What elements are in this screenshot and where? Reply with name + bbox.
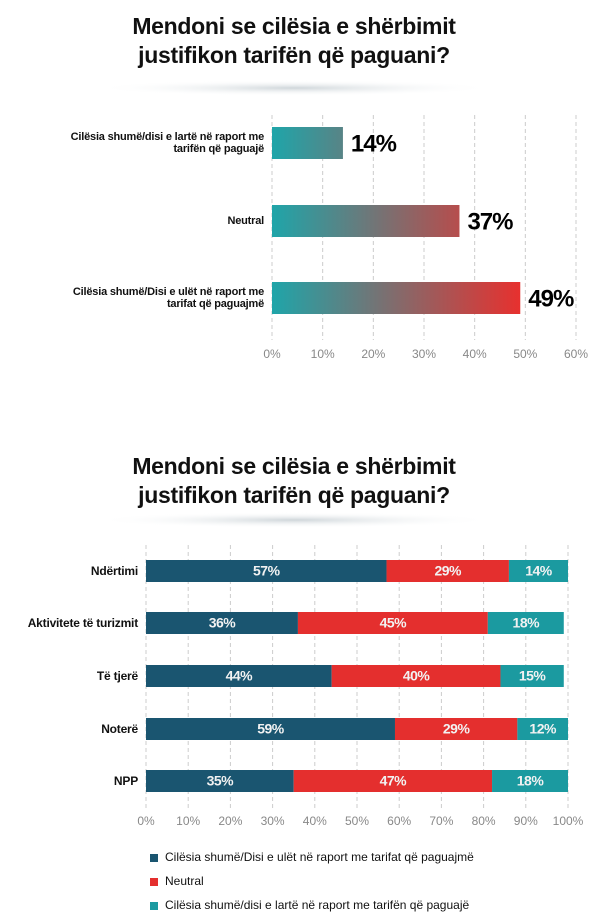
x-tick-label: 10% xyxy=(176,814,200,828)
x-tick-label: 90% xyxy=(514,814,538,828)
bar-segment xyxy=(146,718,395,740)
x-tick-label: 50% xyxy=(513,347,537,361)
x-tick-label: 60% xyxy=(564,347,588,361)
bar-segment xyxy=(146,665,332,687)
x-tick-label: 100% xyxy=(553,814,584,828)
x-tick-label: 40% xyxy=(463,347,487,361)
bar-segment xyxy=(386,560,509,582)
legend-label: Cilësia shumë/disi e lartë në raport me … xyxy=(165,898,469,912)
x-tick-label: 40% xyxy=(303,814,327,828)
bar-segment xyxy=(500,665,564,687)
bar-segment xyxy=(487,612,564,634)
value-label: 44% xyxy=(226,668,254,684)
legend-label: Cilësia shumë/Disi e ulët në raport me t… xyxy=(165,850,474,864)
value-label: 29% xyxy=(434,563,462,579)
bar-segment xyxy=(394,718,518,740)
legend-swatch xyxy=(150,902,158,910)
value-label: 47% xyxy=(380,773,408,789)
title-decoration xyxy=(94,80,494,96)
value-label: 15% xyxy=(519,668,547,684)
legend-swatch xyxy=(150,854,158,862)
x-tick-label: 80% xyxy=(472,814,496,828)
x-tick-label: 20% xyxy=(361,347,385,361)
bar-segment xyxy=(293,770,493,792)
bar xyxy=(272,127,343,159)
x-tick-label: 50% xyxy=(345,814,369,828)
bar-segment xyxy=(331,665,501,687)
value-label: 35% xyxy=(207,773,235,789)
category-label: Aktivitete të turizmit xyxy=(27,616,138,630)
x-tick-label: 10% xyxy=(311,347,335,361)
value-label: 36% xyxy=(209,615,237,631)
chart-title: Mendoni se cilësia e shërbimit justifiko… xyxy=(132,453,456,508)
bar xyxy=(272,282,521,314)
value-label: 12% xyxy=(529,721,557,737)
value-label: 29% xyxy=(443,721,471,737)
category-label: Cilësia shumë/disi e lartë në raport me … xyxy=(70,131,265,155)
bar xyxy=(272,205,460,237)
value-label: 18% xyxy=(517,773,545,789)
bar-segment xyxy=(297,612,488,634)
value-label: 59% xyxy=(257,721,285,737)
legend-label: Neutral xyxy=(165,874,204,888)
value-label: 40% xyxy=(403,668,431,684)
x-tick-label: 0% xyxy=(137,814,155,828)
category-label: Neutral xyxy=(227,215,265,227)
bar-segment xyxy=(517,718,568,740)
x-tick-label: 30% xyxy=(261,814,285,828)
value-label: 14% xyxy=(525,563,553,579)
value-label: 14% xyxy=(351,130,397,157)
category-label: Noterë xyxy=(101,722,138,736)
chart-title: Mendoni se cilësia e shërbimit justifiko… xyxy=(132,13,456,68)
x-tick-label: 0% xyxy=(263,347,281,361)
title-decoration xyxy=(94,512,494,528)
value-label: 45% xyxy=(380,615,408,631)
value-label: 49% xyxy=(528,285,574,312)
value-label: 18% xyxy=(513,615,541,631)
x-tick-label: 30% xyxy=(412,347,436,361)
bar-segment xyxy=(146,612,298,634)
bar-segment xyxy=(146,770,294,792)
category-label: Të tjerë xyxy=(96,669,138,683)
x-tick-label: 60% xyxy=(387,814,411,828)
category-label: NPP xyxy=(113,774,138,788)
bar-segment xyxy=(508,560,568,582)
x-tick-label: 20% xyxy=(218,814,242,828)
value-label: 57% xyxy=(253,563,281,579)
bar-segment xyxy=(492,770,568,792)
value-label: 37% xyxy=(467,208,513,235)
category-label: Cilësia shumë/Disi e ulët në raport me t… xyxy=(72,286,264,310)
bar-segment xyxy=(146,560,387,582)
legend-swatch xyxy=(150,878,158,886)
category-label: Ndërtimi xyxy=(90,564,138,578)
x-tick-label: 70% xyxy=(429,814,453,828)
